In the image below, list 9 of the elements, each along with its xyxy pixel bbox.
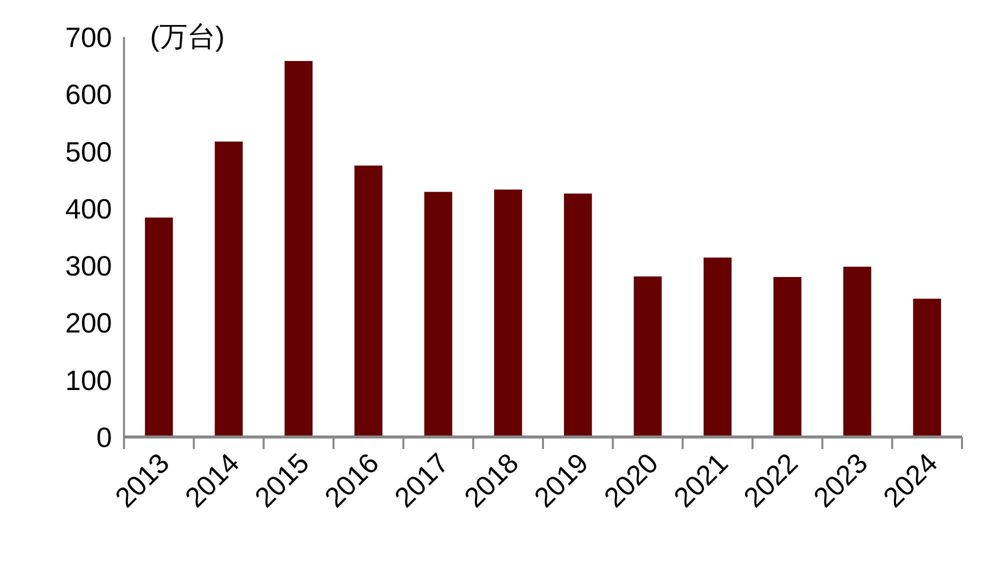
y-tick-label: 400 [65, 193, 112, 224]
y-axis-title: (万台) [150, 21, 225, 52]
y-tick-label: 0 [96, 422, 112, 453]
y-tick-label: 300 [65, 250, 112, 282]
y-tick-label: 600 [65, 79, 112, 110]
y-tick-label: 200 [65, 308, 112, 339]
y-tick-label: 700 [65, 22, 112, 53]
y-tick-label: 500 [65, 136, 112, 168]
y-tick-label: 100 [65, 364, 112, 396]
